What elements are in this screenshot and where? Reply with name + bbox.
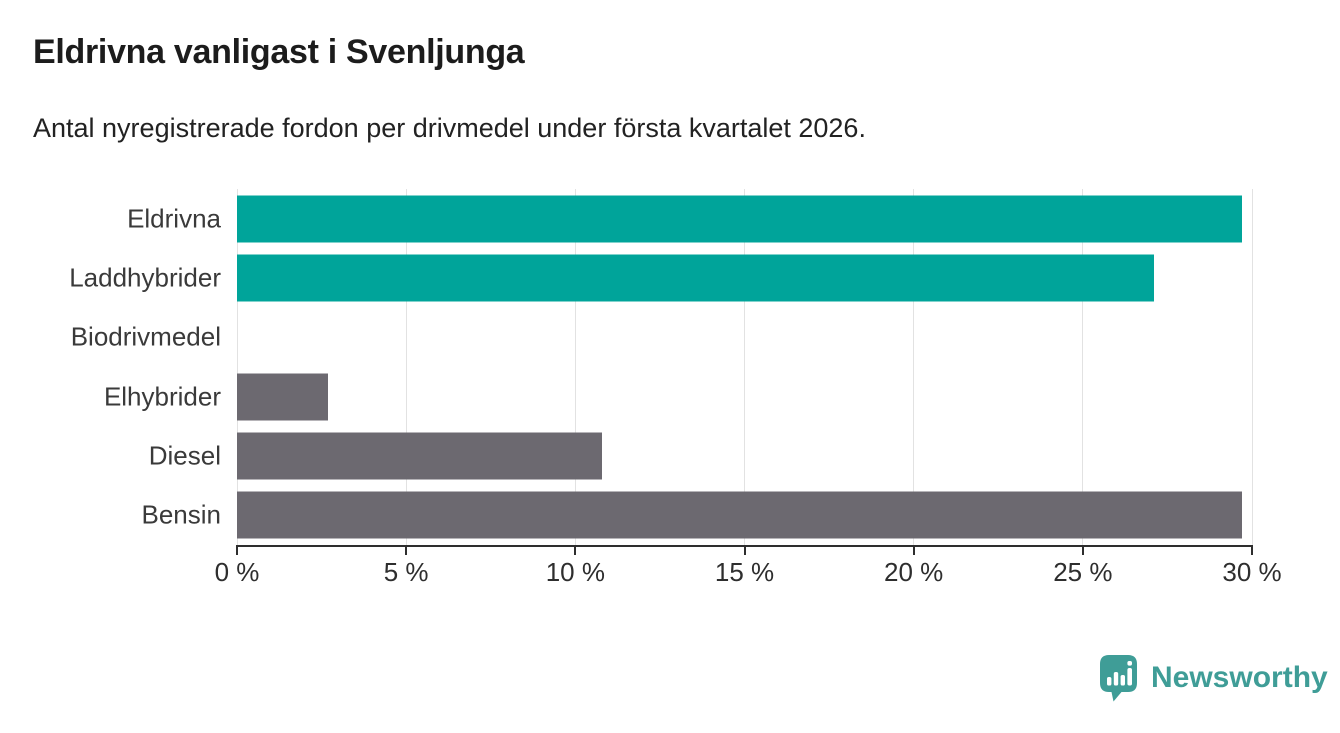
axis-tick — [912, 545, 915, 555]
brand-name: Newsworthy — [1151, 661, 1328, 694]
x-tick-label: 15 % — [714, 557, 775, 587]
gridline — [744, 189, 745, 545]
bar-row: Bensin — [142, 486, 1252, 545]
bar-elhybrider — [237, 373, 329, 421]
chart-subtitle: Antal nyregistrerade fordon per drivmede… — [33, 113, 866, 143]
bar-laddhybrider — [237, 254, 1154, 302]
category-label: Diesel — [148, 440, 221, 471]
x-axis: 0 % 5 % 10 % 15 % 20 % 25 % 30 % — [215, 545, 1282, 590]
category-label: Eldrivna — [127, 203, 221, 234]
bar-rows: Eldrivna Laddhybrider Biodrivmedel Elhybrid… — [69, 189, 1252, 545]
category-label: Laddhybrider — [69, 262, 221, 293]
gridline — [574, 189, 576, 545]
x-tick-label: 30 % — [1222, 557, 1282, 587]
bar-row: Elhybrider — [104, 367, 1252, 426]
axis-tick — [743, 545, 746, 555]
bar-row: Eldrivna — [127, 189, 1252, 248]
gridline — [1082, 189, 1084, 545]
page-title: Eldrivna vanligast i Svenljunga — [33, 33, 525, 71]
x-tick-label: 0 % — [214, 557, 260, 587]
axis-tick — [405, 545, 408, 555]
newsworthy-bubble-barchart-icon — [1099, 654, 1138, 702]
x-tick-label: 20 % — [884, 557, 944, 587]
plot-area: Eldrivna Laddhybrider Biodrivmedel Elhybrid… — [69, 189, 1253, 545]
axis-tick — [1251, 545, 1253, 555]
brand-logo: Newsworthy — [1099, 654, 1328, 702]
bar-diesel — [237, 432, 603, 480]
x-tick-label: 25 % — [1053, 557, 1113, 587]
gridline — [236, 189, 238, 545]
x-tick-label: 10 % — [545, 557, 605, 587]
category-label: Elhybrider — [103, 381, 221, 412]
bar-row: Laddhybrider — [69, 248, 1252, 307]
gridline — [1251, 189, 1253, 545]
axis-tick — [574, 545, 577, 555]
category-label: Bensin — [141, 499, 222, 530]
gridline — [405, 189, 407, 545]
grid-layer — [236, 189, 1253, 545]
bar-row: Diesel — [149, 426, 1252, 485]
category-label: Biodrivmedel — [70, 321, 221, 352]
gridline — [913, 189, 915, 545]
axis-tick — [1081, 545, 1084, 555]
axis-tick — [236, 545, 238, 555]
bar-bensin — [237, 491, 1242, 539]
bar-eldrivna — [237, 195, 1242, 243]
x-tick-label: 5 % — [383, 557, 429, 587]
bar-row: Biodrivmedel — [71, 308, 1252, 367]
